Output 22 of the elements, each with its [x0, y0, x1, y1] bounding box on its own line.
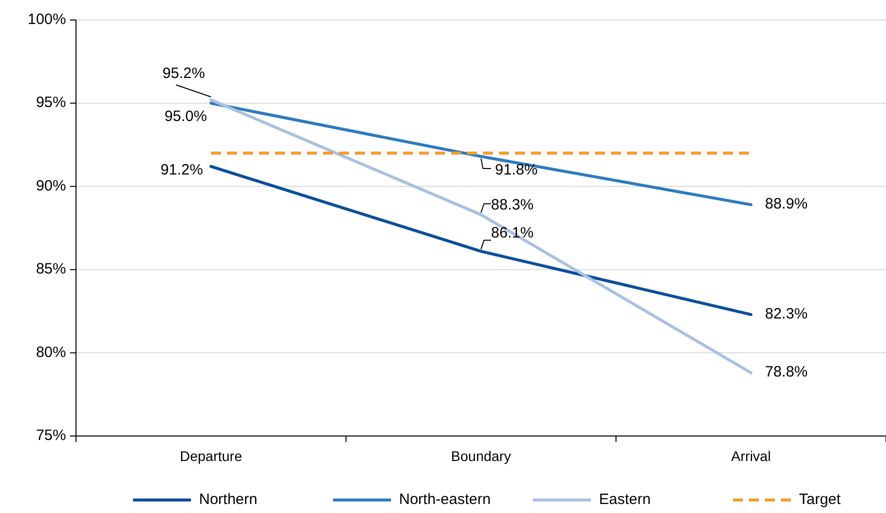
y-tick-label: 85%	[36, 260, 66, 278]
legend-label: Northern	[199, 490, 258, 508]
data-label: 88.3%	[491, 196, 534, 214]
y-tick-label: 100%	[28, 10, 66, 28]
y-tick-label: 95%	[36, 94, 66, 112]
legend-label: Eastern	[599, 490, 651, 508]
data-label: 88.9%	[765, 196, 808, 213]
y-tick-label: 80%	[36, 344, 66, 361]
data-label: 86.1%	[491, 224, 534, 242]
data-label: 91.8%	[495, 161, 538, 178]
x-tick-label: Arrival	[731, 448, 771, 464]
x-tick-label: Boundary	[451, 448, 511, 464]
x-tick-label: Departure	[180, 448, 242, 464]
data-label: 78.8%	[765, 364, 808, 381]
y-tick-label: 90%	[36, 177, 66, 194]
data-label: 82.3%	[765, 305, 808, 322]
data-label: 91.2%	[160, 161, 203, 178]
legend-label: Target	[799, 490, 842, 508]
legend-label: North-eastern	[399, 490, 491, 508]
data-label: 95.0%	[164, 108, 207, 126]
y-tick-label: 75%	[36, 426, 66, 444]
data-label: 95.2%	[162, 64, 205, 82]
